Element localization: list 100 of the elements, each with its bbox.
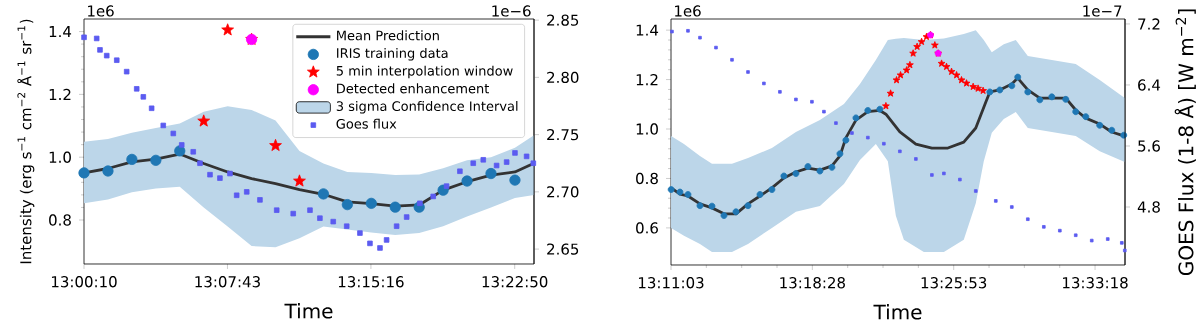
point (307, 207, 313, 213)
point (343, 223, 350, 229)
point (994, 199, 998, 203)
x-axis-title: Time (873, 304, 922, 320)
point (1089, 238, 1094, 243)
point (174, 145, 186, 157)
point (974, 189, 978, 193)
point (197, 160, 203, 166)
point (896, 71, 905, 79)
point (1036, 96, 1044, 104)
point (979, 86, 987, 95)
point (1024, 88, 1032, 96)
legend-label: 5 min interpolation window (336, 65, 513, 79)
y-tick-label: 1.4 (636, 24, 659, 36)
point (828, 163, 836, 171)
point (317, 188, 330, 200)
legend-label: IRIS training data (337, 47, 448, 61)
point (756, 191, 764, 198)
point (1042, 225, 1046, 229)
point (367, 240, 373, 247)
point (898, 149, 902, 154)
point (197, 114, 211, 127)
x-tick-label: 13:22:50 (482, 276, 548, 288)
point (207, 171, 213, 178)
y-tick-label: 1.2 (636, 74, 658, 86)
point (503, 159, 510, 165)
point (958, 177, 962, 182)
point (103, 52, 110, 59)
point (461, 175, 473, 187)
point (886, 89, 895, 97)
point (78, 167, 90, 179)
point (882, 102, 890, 110)
point (1073, 233, 1078, 237)
y-tick-label: 0.8 (49, 214, 71, 226)
point (493, 162, 500, 169)
point (148, 105, 155, 112)
point (836, 150, 844, 158)
point (273, 207, 280, 213)
y2-axis-title: GOES Flux (1-8 Å) [W m$^{−2}$] (1174, 9, 1196, 276)
point (732, 208, 740, 216)
point (698, 35, 702, 40)
point (1014, 73, 1022, 81)
legend-label: Detected enhancement (337, 83, 489, 94)
point (140, 94, 147, 100)
y2-tick-label: 2.65 (547, 243, 579, 255)
point (480, 157, 487, 163)
point (1062, 95, 1070, 103)
point (1010, 205, 1014, 209)
y2-tick-label: 7.2 (1138, 18, 1160, 30)
point (126, 153, 138, 165)
point (804, 163, 812, 170)
y-tick-label: 0.6 (636, 222, 658, 234)
point (1072, 108, 1080, 116)
point (1120, 241, 1124, 245)
point (768, 186, 776, 193)
point (81, 34, 87, 41)
point (97, 47, 103, 53)
point (330, 218, 336, 225)
point (810, 99, 814, 104)
point (792, 170, 800, 177)
point (1096, 121, 1104, 129)
text: 1e6 (675, 5, 701, 17)
point (957, 76, 966, 84)
point (744, 202, 752, 210)
point (917, 37, 926, 46)
y2-tick-label: 6.4 (1138, 79, 1161, 91)
point (123, 68, 130, 75)
point (1082, 113, 1090, 121)
point (714, 45, 718, 50)
point (523, 153, 530, 160)
point (430, 193, 436, 200)
y2-tick-label: 2.70 (547, 186, 579, 198)
point (160, 122, 167, 129)
point (269, 138, 282, 152)
y-tick-label: 1.0 (636, 123, 658, 135)
point (962, 79, 971, 87)
point (290, 210, 296, 217)
y2-tick-label: 5.6 (1138, 140, 1160, 152)
legend-label: Goes flux (336, 118, 397, 129)
point (996, 86, 1004, 94)
point (780, 172, 788, 180)
text: 1e−6 (492, 5, 531, 17)
y-tick-label: 1.2 (49, 88, 71, 100)
point (179, 142, 185, 148)
point (383, 237, 390, 243)
y-tick-label: 1.0 (49, 151, 71, 163)
point (914, 157, 918, 161)
point (986, 88, 994, 96)
point (221, 23, 234, 36)
point (1048, 93, 1056, 101)
point (850, 131, 854, 135)
x-tick-label: 13:25:53 (921, 277, 987, 289)
point (133, 86, 140, 92)
point (762, 81, 766, 86)
y2-tick-label: 2.80 (547, 71, 579, 84)
point (389, 201, 401, 213)
point (969, 82, 977, 91)
point (293, 174, 306, 187)
point (341, 199, 353, 211)
point (834, 121, 838, 125)
